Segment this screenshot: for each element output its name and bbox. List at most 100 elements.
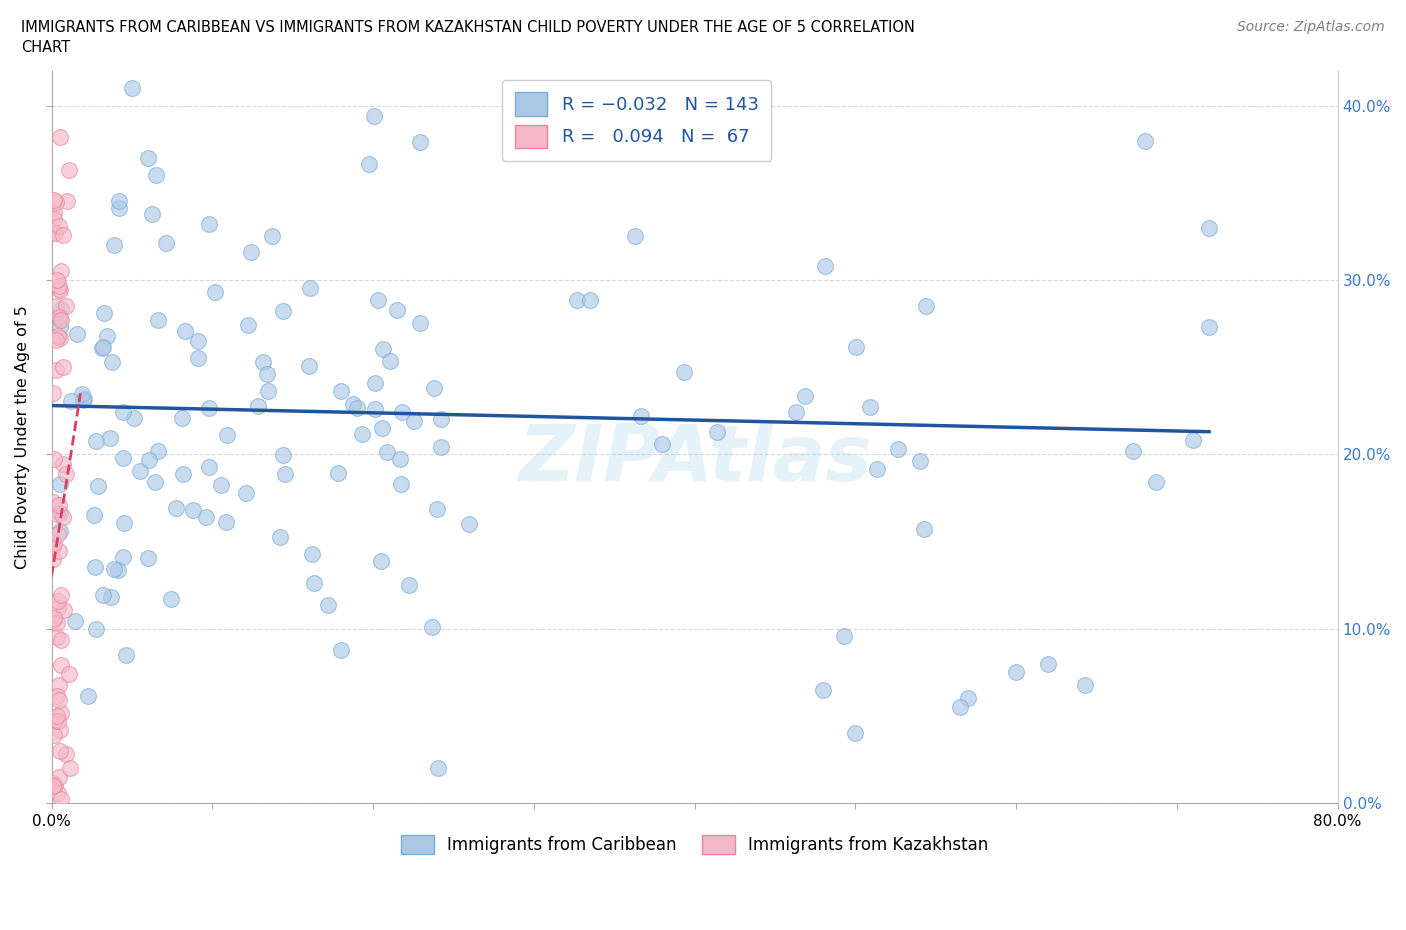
Point [420, 619, 443, 634]
Point [42, 538, 65, 553]
Point [84, 622, 107, 637]
Point [45, 194, 67, 209]
Point [187, 351, 209, 365]
Point [238, 318, 260, 333]
Point [159, 591, 181, 606]
Point [430, 411, 453, 426]
Point [391, 405, 413, 419]
Point [408, 315, 430, 330]
Point [136, 551, 159, 566]
Point [48, 281, 70, 296]
Point [103, 561, 125, 576]
Point [48, 506, 70, 521]
Point [1133, 133, 1156, 148]
Point [122, 410, 145, 425]
Text: IMMIGRANTS FROM CARIBBEAN VS IMMIGRANTS FROM KAZAKHSTAN CHILD POVERTY UNDER THE : IMMIGRANTS FROM CARIBBEAN VS IMMIGRANTS … [21, 20, 915, 35]
Point [52, 359, 75, 374]
Point [56, 193, 79, 208]
Point [304, 576, 326, 591]
Point [48, 283, 70, 298]
Point [55, 466, 77, 481]
Point [44, 727, 66, 742]
Point [44, 205, 66, 219]
Point [52, 510, 75, 525]
Point [100, 590, 122, 604]
Point [197, 459, 219, 474]
Point [240, 245, 263, 259]
Point [269, 530, 291, 545]
Point [430, 440, 453, 455]
Point [209, 478, 232, 493]
Point [51, 588, 73, 603]
Point [388, 452, 411, 467]
Point [672, 365, 695, 379]
Point [42, 551, 65, 566]
Point [651, 436, 673, 451]
Point [129, 464, 152, 479]
Point [48, 219, 70, 233]
Point [44, 777, 66, 792]
Point [48, 310, 70, 325]
Point [887, 442, 910, 457]
Point [148, 444, 170, 458]
Point [364, 376, 387, 391]
Point [1198, 320, 1220, 335]
Point [409, 135, 432, 150]
Point [143, 474, 166, 489]
Point [273, 466, 295, 481]
Point [98, 431, 121, 445]
Point [342, 397, 364, 412]
Point [271, 303, 294, 318]
Point [49, 723, 72, 737]
Point [318, 597, 340, 612]
Point [58, 667, 80, 682]
Y-axis label: Child Poverty Under the Age of 5: Child Poverty Under the Age of 5 [15, 305, 30, 569]
Point [170, 410, 193, 425]
Point [204, 284, 226, 299]
Point [45, 299, 67, 313]
Point [298, 359, 321, 374]
Point [53, 602, 76, 617]
Point [260, 229, 283, 244]
Point [46, 527, 69, 542]
Point [107, 193, 129, 208]
Point [565, 293, 588, 308]
Point [46, 601, 69, 616]
Point [111, 405, 134, 419]
Point [371, 341, 394, 356]
Point [46, 616, 69, 631]
Point [375, 445, 398, 459]
Point [84, 560, 107, 575]
Point [706, 424, 728, 439]
Point [51, 633, 73, 648]
Point [391, 476, 413, 491]
Point [301, 547, 323, 562]
Point [402, 414, 425, 429]
Point [55, 299, 77, 313]
Point [364, 402, 387, 417]
Point [1005, 665, 1028, 680]
Point [914, 299, 936, 313]
Point [49, 302, 72, 317]
Point [112, 450, 135, 465]
Point [115, 648, 138, 663]
Point [101, 354, 124, 369]
Point [247, 399, 270, 414]
Point [172, 467, 194, 482]
Point [138, 452, 160, 467]
Point [370, 420, 392, 435]
Point [86, 433, 108, 448]
Point [458, 516, 481, 531]
Point [814, 259, 837, 273]
Point [181, 502, 204, 517]
Point [380, 353, 402, 368]
Point [59, 761, 82, 776]
Point [579, 293, 602, 308]
Point [59, 393, 82, 408]
Point [252, 354, 274, 369]
Point [48, 129, 70, 144]
Point [198, 216, 221, 231]
Point [46, 328, 69, 343]
Point [1182, 432, 1205, 447]
Point [45, 272, 67, 287]
